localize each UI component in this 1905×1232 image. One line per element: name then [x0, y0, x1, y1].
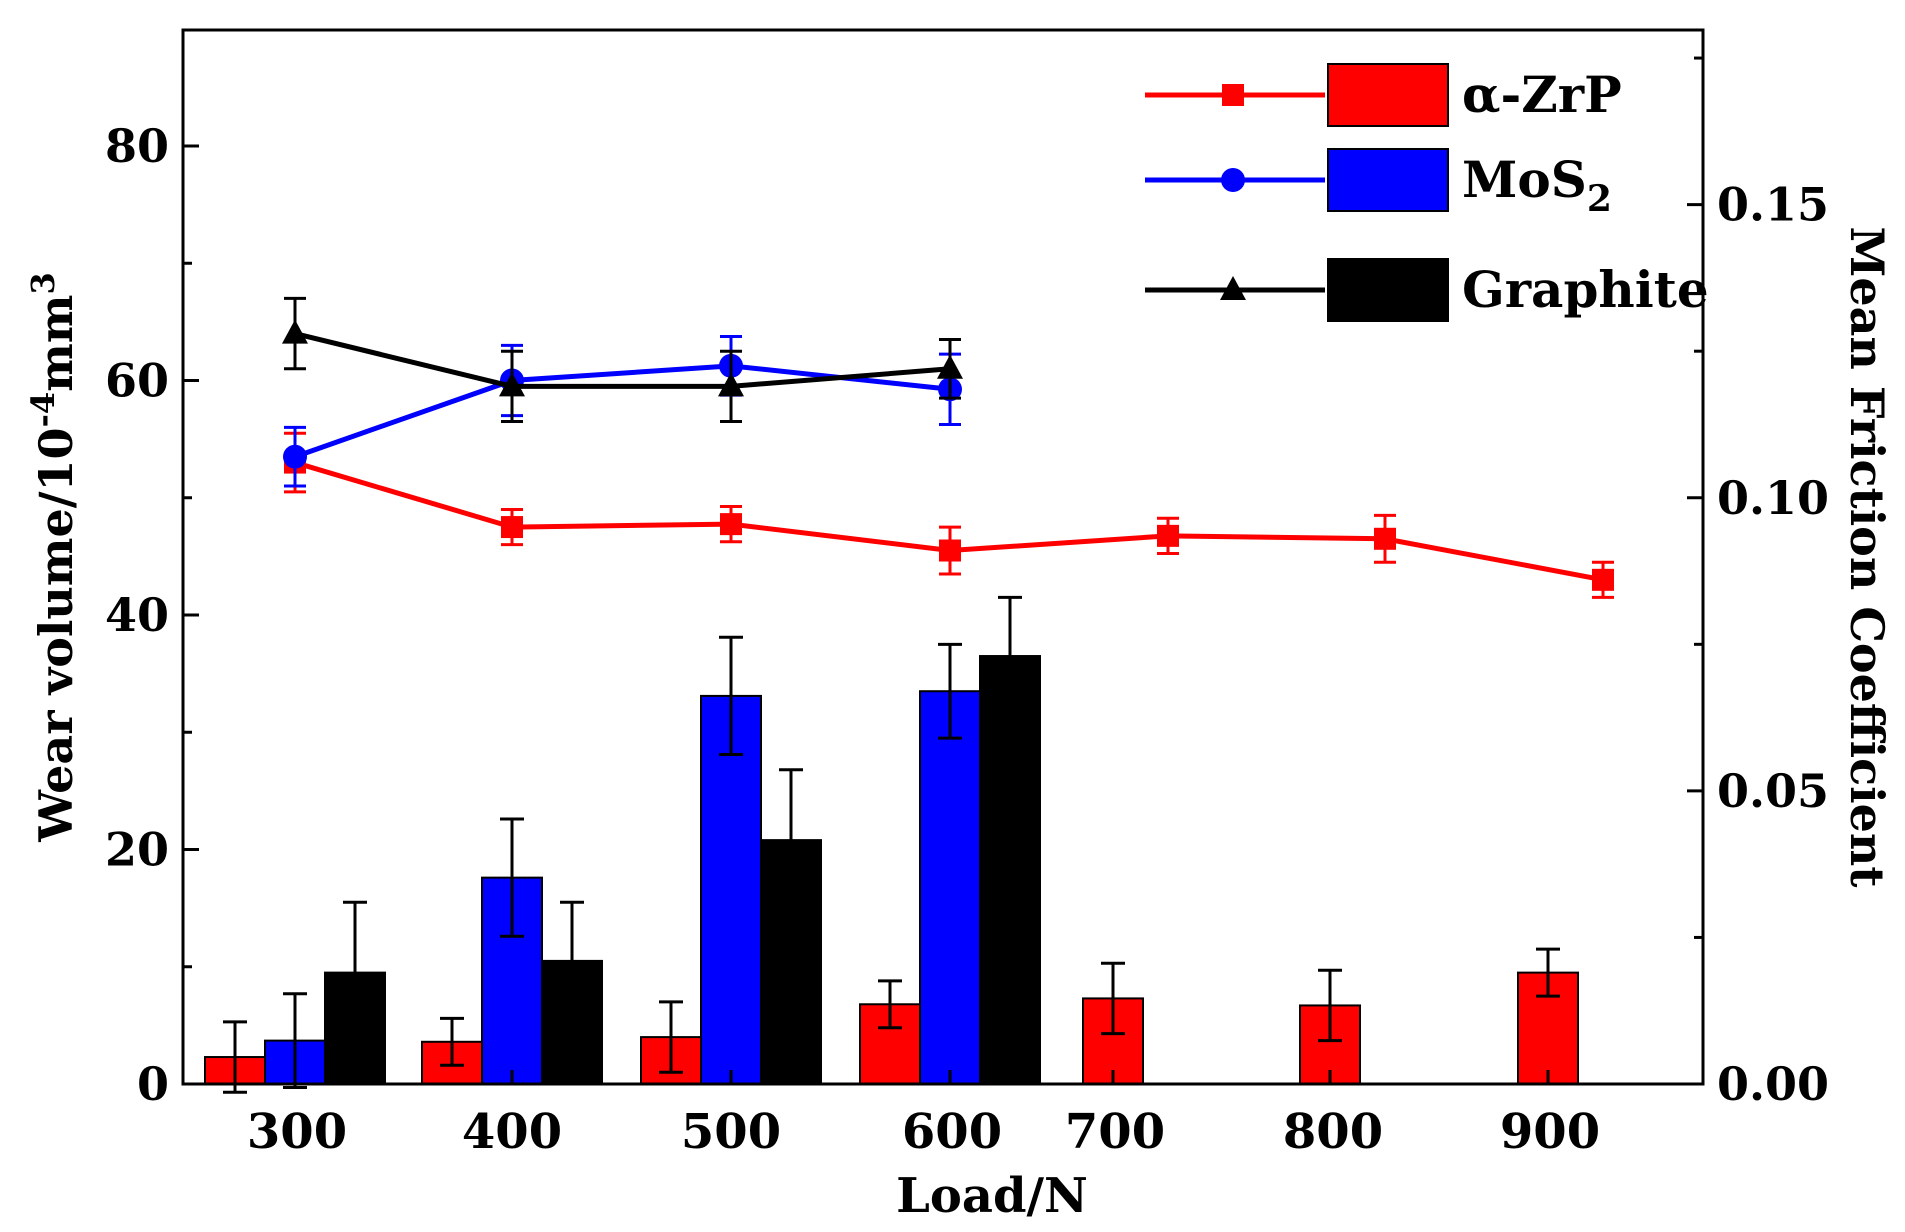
- data-point: [720, 513, 742, 536]
- y-right-tick-label: 0.10: [1717, 471, 1829, 525]
- legend-marker: [1221, 168, 1245, 192]
- data-point: [282, 319, 308, 344]
- y-left-tick-label: 20: [105, 823, 169, 877]
- data-point: [283, 444, 307, 469]
- y-left-tick-label: 60: [105, 354, 169, 408]
- data-point: [499, 372, 525, 397]
- x-tick-label: 500: [681, 1104, 781, 1160]
- y-left-label-sup2: 3: [24, 272, 62, 294]
- lines-layer: [282, 296, 1614, 599]
- x-axis-label: Load/N: [896, 1168, 1088, 1224]
- axes-layer: 0 20 40 60 80 0.00 0.05 0.10 0.15 300 400 500 600 700…: [105, 56, 1829, 1160]
- plot-frame: [181, 28, 1705, 1086]
- legend-swatch: [1327, 148, 1449, 212]
- y-right-tick-label: 0.00: [1717, 1057, 1829, 1111]
- y-right-tick-label: 0.05: [1717, 764, 1829, 818]
- bar: [979, 655, 1041, 1085]
- data-point: [937, 354, 963, 379]
- x-tick-label: 900: [1500, 1104, 1600, 1160]
- series-line: [294, 331, 951, 389]
- data-point: [718, 372, 744, 397]
- legend-marker: [1222, 84, 1244, 106]
- y-left-label-mid: mm: [29, 295, 83, 392]
- series-line: [294, 363, 951, 460]
- y-left-tick-label: 80: [105, 119, 169, 173]
- y-left-tick-label: 0: [137, 1057, 169, 1111]
- data-point: [1374, 527, 1396, 550]
- y-right-tick-label: 0.15: [1717, 178, 1829, 232]
- legend-label: Graphite: [1462, 260, 1709, 319]
- bars-layer: [204, 595, 1579, 1094]
- y-axis-left-label: Wear volume/10-4mm3: [24, 272, 83, 843]
- x-tick-label: 600: [902, 1104, 1002, 1160]
- data-point: [939, 539, 961, 562]
- data-point: [1592, 568, 1614, 591]
- legend-label: α-ZrP: [1462, 65, 1622, 124]
- legend-label: MoS2: [1462, 150, 1612, 220]
- y-axis-right-label: Mean Friction Coefficient: [1840, 226, 1894, 888]
- x-tick-label: 700: [1065, 1104, 1165, 1160]
- bar: [919, 690, 981, 1086]
- y-left-label-main: Wear volume/10: [29, 427, 83, 842]
- legend-swatch: [1327, 63, 1449, 127]
- legend: α-ZrP MoS2 Graphite: [1145, 63, 1709, 322]
- y-left-tick-label: 40: [105, 588, 169, 642]
- y-left-label-sup1: -4: [24, 392, 62, 428]
- legend-label-subscript: 2: [1587, 178, 1612, 220]
- data-point: [1157, 524, 1179, 547]
- data-point: [501, 516, 523, 539]
- x-tick-label: 400: [462, 1104, 562, 1160]
- legend-swatch: [1327, 258, 1449, 322]
- x-tick-label: 300: [247, 1104, 347, 1160]
- x-tick-label: 800: [1283, 1104, 1383, 1160]
- legend-marker: [1220, 276, 1246, 300]
